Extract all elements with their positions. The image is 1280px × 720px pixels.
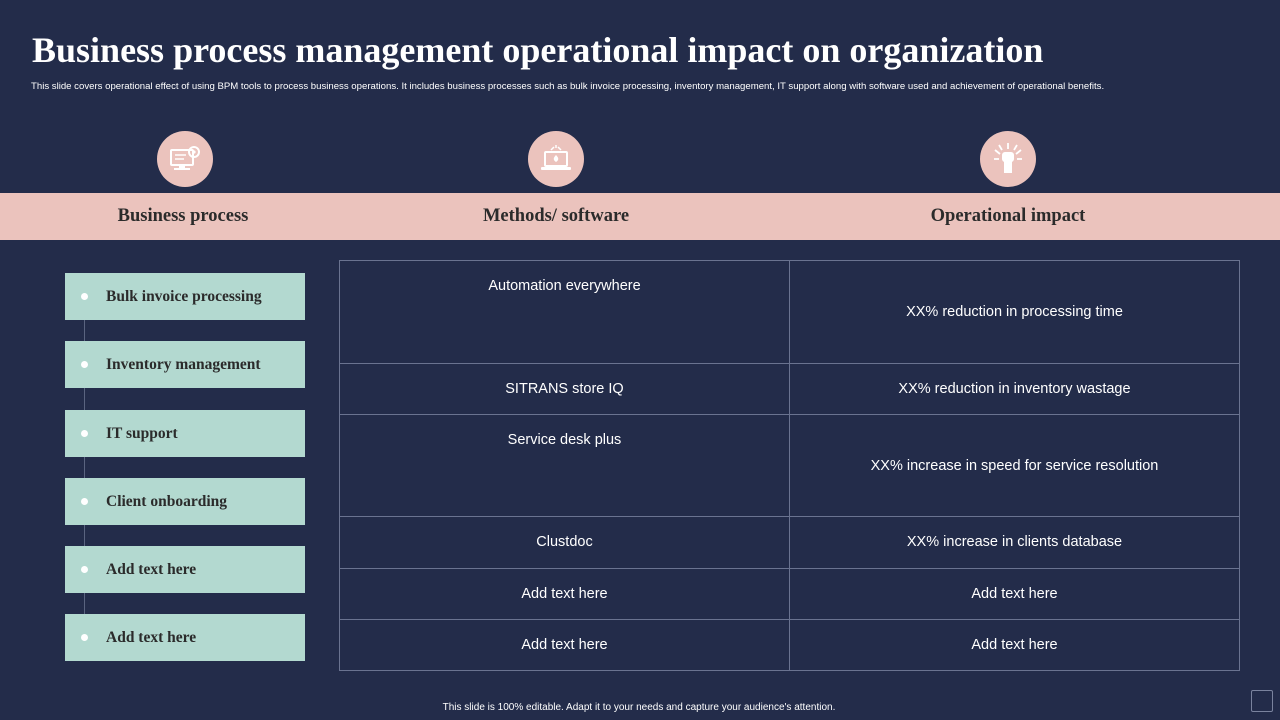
process-label: Client onboarding	[106, 492, 228, 510]
table-row: Add text here Add text here	[339, 618, 1240, 672]
process-label: Add text here	[106, 560, 197, 578]
method-cell: Add text here	[339, 618, 790, 672]
laptop-cloud-icon	[528, 131, 584, 187]
table-row: SITRANS store IQ XX% reduction in invent…	[339, 362, 1240, 415]
header-operational-impact: Operational impact	[930, 206, 1086, 226]
process-connector-line	[84, 296, 85, 636]
bullet-icon	[81, 634, 88, 641]
process-item: Add text here	[65, 614, 305, 661]
page-title: Business process management operational …	[32, 30, 1044, 70]
footer-text: This slide is 100% editable. Adapt it to…	[442, 702, 836, 713]
bullet-icon	[81, 566, 88, 573]
process-item: Inventory management	[65, 341, 305, 388]
process-item: IT support	[65, 410, 305, 457]
process-label: Inventory management	[106, 355, 261, 373]
impact-cell: XX% reduction in inventory wastage	[789, 362, 1240, 415]
table-row: Clustdoc XX% increase in clients databas…	[339, 516, 1240, 569]
method-cell: Clustdoc	[339, 516, 790, 569]
bullet-icon	[81, 293, 88, 300]
process-label: IT support	[106, 424, 178, 442]
header-band: Business process Methods/ software Opera…	[0, 193, 1280, 240]
process-label: Bulk invoice processing	[106, 287, 262, 305]
impact-cell: Add text here	[789, 618, 1240, 672]
computer-settings-icon	[157, 131, 213, 187]
process-item: Client onboarding	[65, 478, 305, 525]
bullet-icon	[81, 498, 88, 505]
method-cell: SITRANS store IQ	[339, 362, 790, 415]
slide-corner-box	[1251, 690, 1273, 712]
methods-impact-table: Automation everywhere XX% reduction in p…	[339, 260, 1240, 672]
bullet-icon	[81, 430, 88, 437]
process-item: Bulk invoice processing	[65, 273, 305, 320]
impact-cell: XX% reduction in processing time	[789, 260, 1240, 364]
raised-fist-icon	[980, 131, 1036, 187]
process-item: Add text here	[65, 546, 305, 593]
impact-cell: XX% increase in speed for service resolu…	[789, 413, 1240, 518]
table-row: Service desk plus XX% increase in speed …	[339, 413, 1240, 518]
bullet-icon	[81, 361, 88, 368]
method-cell: Service desk plus	[339, 413, 790, 518]
table-row: Automation everywhere XX% reduction in p…	[339, 260, 1240, 364]
page-subtitle: This slide covers operational effect of …	[31, 81, 1105, 92]
impact-cell: XX% increase in clients database	[789, 516, 1240, 569]
header-methods-software: Methods/ software	[482, 206, 630, 226]
impact-cell: Add text here	[789, 567, 1240, 620]
table-row: Add text here Add text here	[339, 567, 1240, 620]
method-cell: Automation everywhere	[339, 260, 790, 364]
process-label: Add text here	[106, 628, 197, 646]
header-business-process: Business process	[117, 206, 249, 226]
method-cell: Add text here	[339, 567, 790, 620]
footer-note: This slide is 100% editable. Adapt it to…	[0, 702, 1280, 713]
